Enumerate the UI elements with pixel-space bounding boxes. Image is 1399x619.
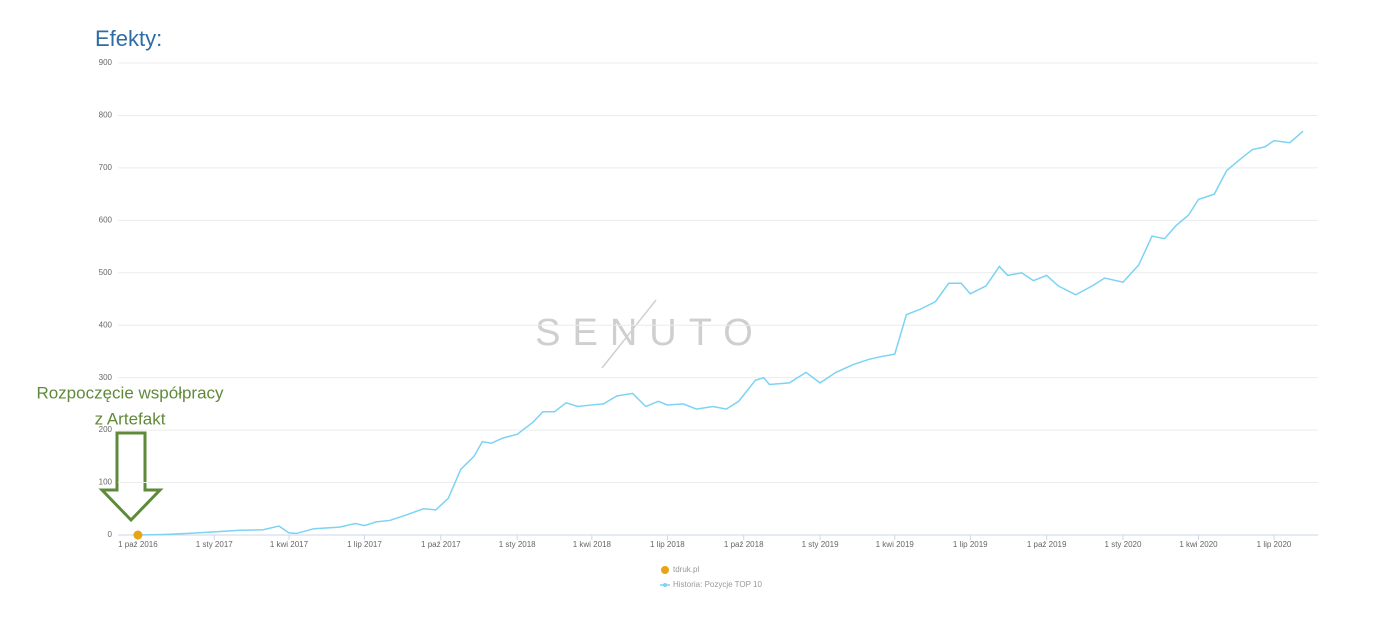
x-tick-label: 1 sty 2017 xyxy=(196,540,233,549)
x-tick-label: 1 kwi 2017 xyxy=(270,540,309,549)
y-tick-label: 100 xyxy=(99,478,113,487)
x-tick-label: 1 paź 2017 xyxy=(421,540,461,549)
x-tick-label: 1 paź 2016 xyxy=(118,540,158,549)
y-tick-label: 0 xyxy=(108,530,113,539)
x-tick-label: 1 sty 2020 xyxy=(1105,540,1142,549)
y-tick-label: 200 xyxy=(99,425,113,434)
y-tick-label: 700 xyxy=(99,163,113,172)
y-tick-label: 600 xyxy=(99,215,113,224)
x-tick-label: 1 lip 2019 xyxy=(953,540,988,549)
legend-label: Historia: Pozycje TOP 10 xyxy=(673,580,762,589)
legend-label: tdruk.pl xyxy=(673,565,699,574)
flag xyxy=(133,530,143,540)
y-tick-label: 300 xyxy=(99,373,113,382)
y-tick-label: 400 xyxy=(99,320,113,329)
x-tick-label: 1 sty 2019 xyxy=(802,540,839,549)
x-tick-label: 1 lip 2018 xyxy=(650,540,685,549)
legend-flag-icon xyxy=(661,566,669,574)
x-tick-label: 1 kwi 2020 xyxy=(1179,540,1218,549)
x-tick-label: 1 kwi 2018 xyxy=(573,540,612,549)
y-tick-label: 800 xyxy=(99,111,113,120)
watermark: SENUTO xyxy=(535,312,765,354)
x-tick-label: 1 paź 2019 xyxy=(1027,540,1067,549)
y-tick-label: 500 xyxy=(99,268,113,277)
legend-line-dot xyxy=(663,583,667,587)
y-tick-label: 900 xyxy=(99,58,113,67)
arrow xyxy=(98,431,164,523)
annotation: Rozpoczęcie współpracy xyxy=(36,383,224,402)
x-tick-label: 1 lip 2020 xyxy=(1257,540,1292,549)
x-tick-label: 1 paź 2018 xyxy=(724,540,764,549)
annotation: z Artefakt xyxy=(95,409,166,428)
line-series xyxy=(137,130,1304,536)
watermark-stroke xyxy=(601,299,657,369)
x-tick-label: 1 lip 2017 xyxy=(347,540,382,549)
chart-title: Efekty: xyxy=(95,26,162,51)
x-tick-label: 1 sty 2018 xyxy=(499,540,536,549)
x-tick-label: 1 kwi 2019 xyxy=(876,540,915,549)
